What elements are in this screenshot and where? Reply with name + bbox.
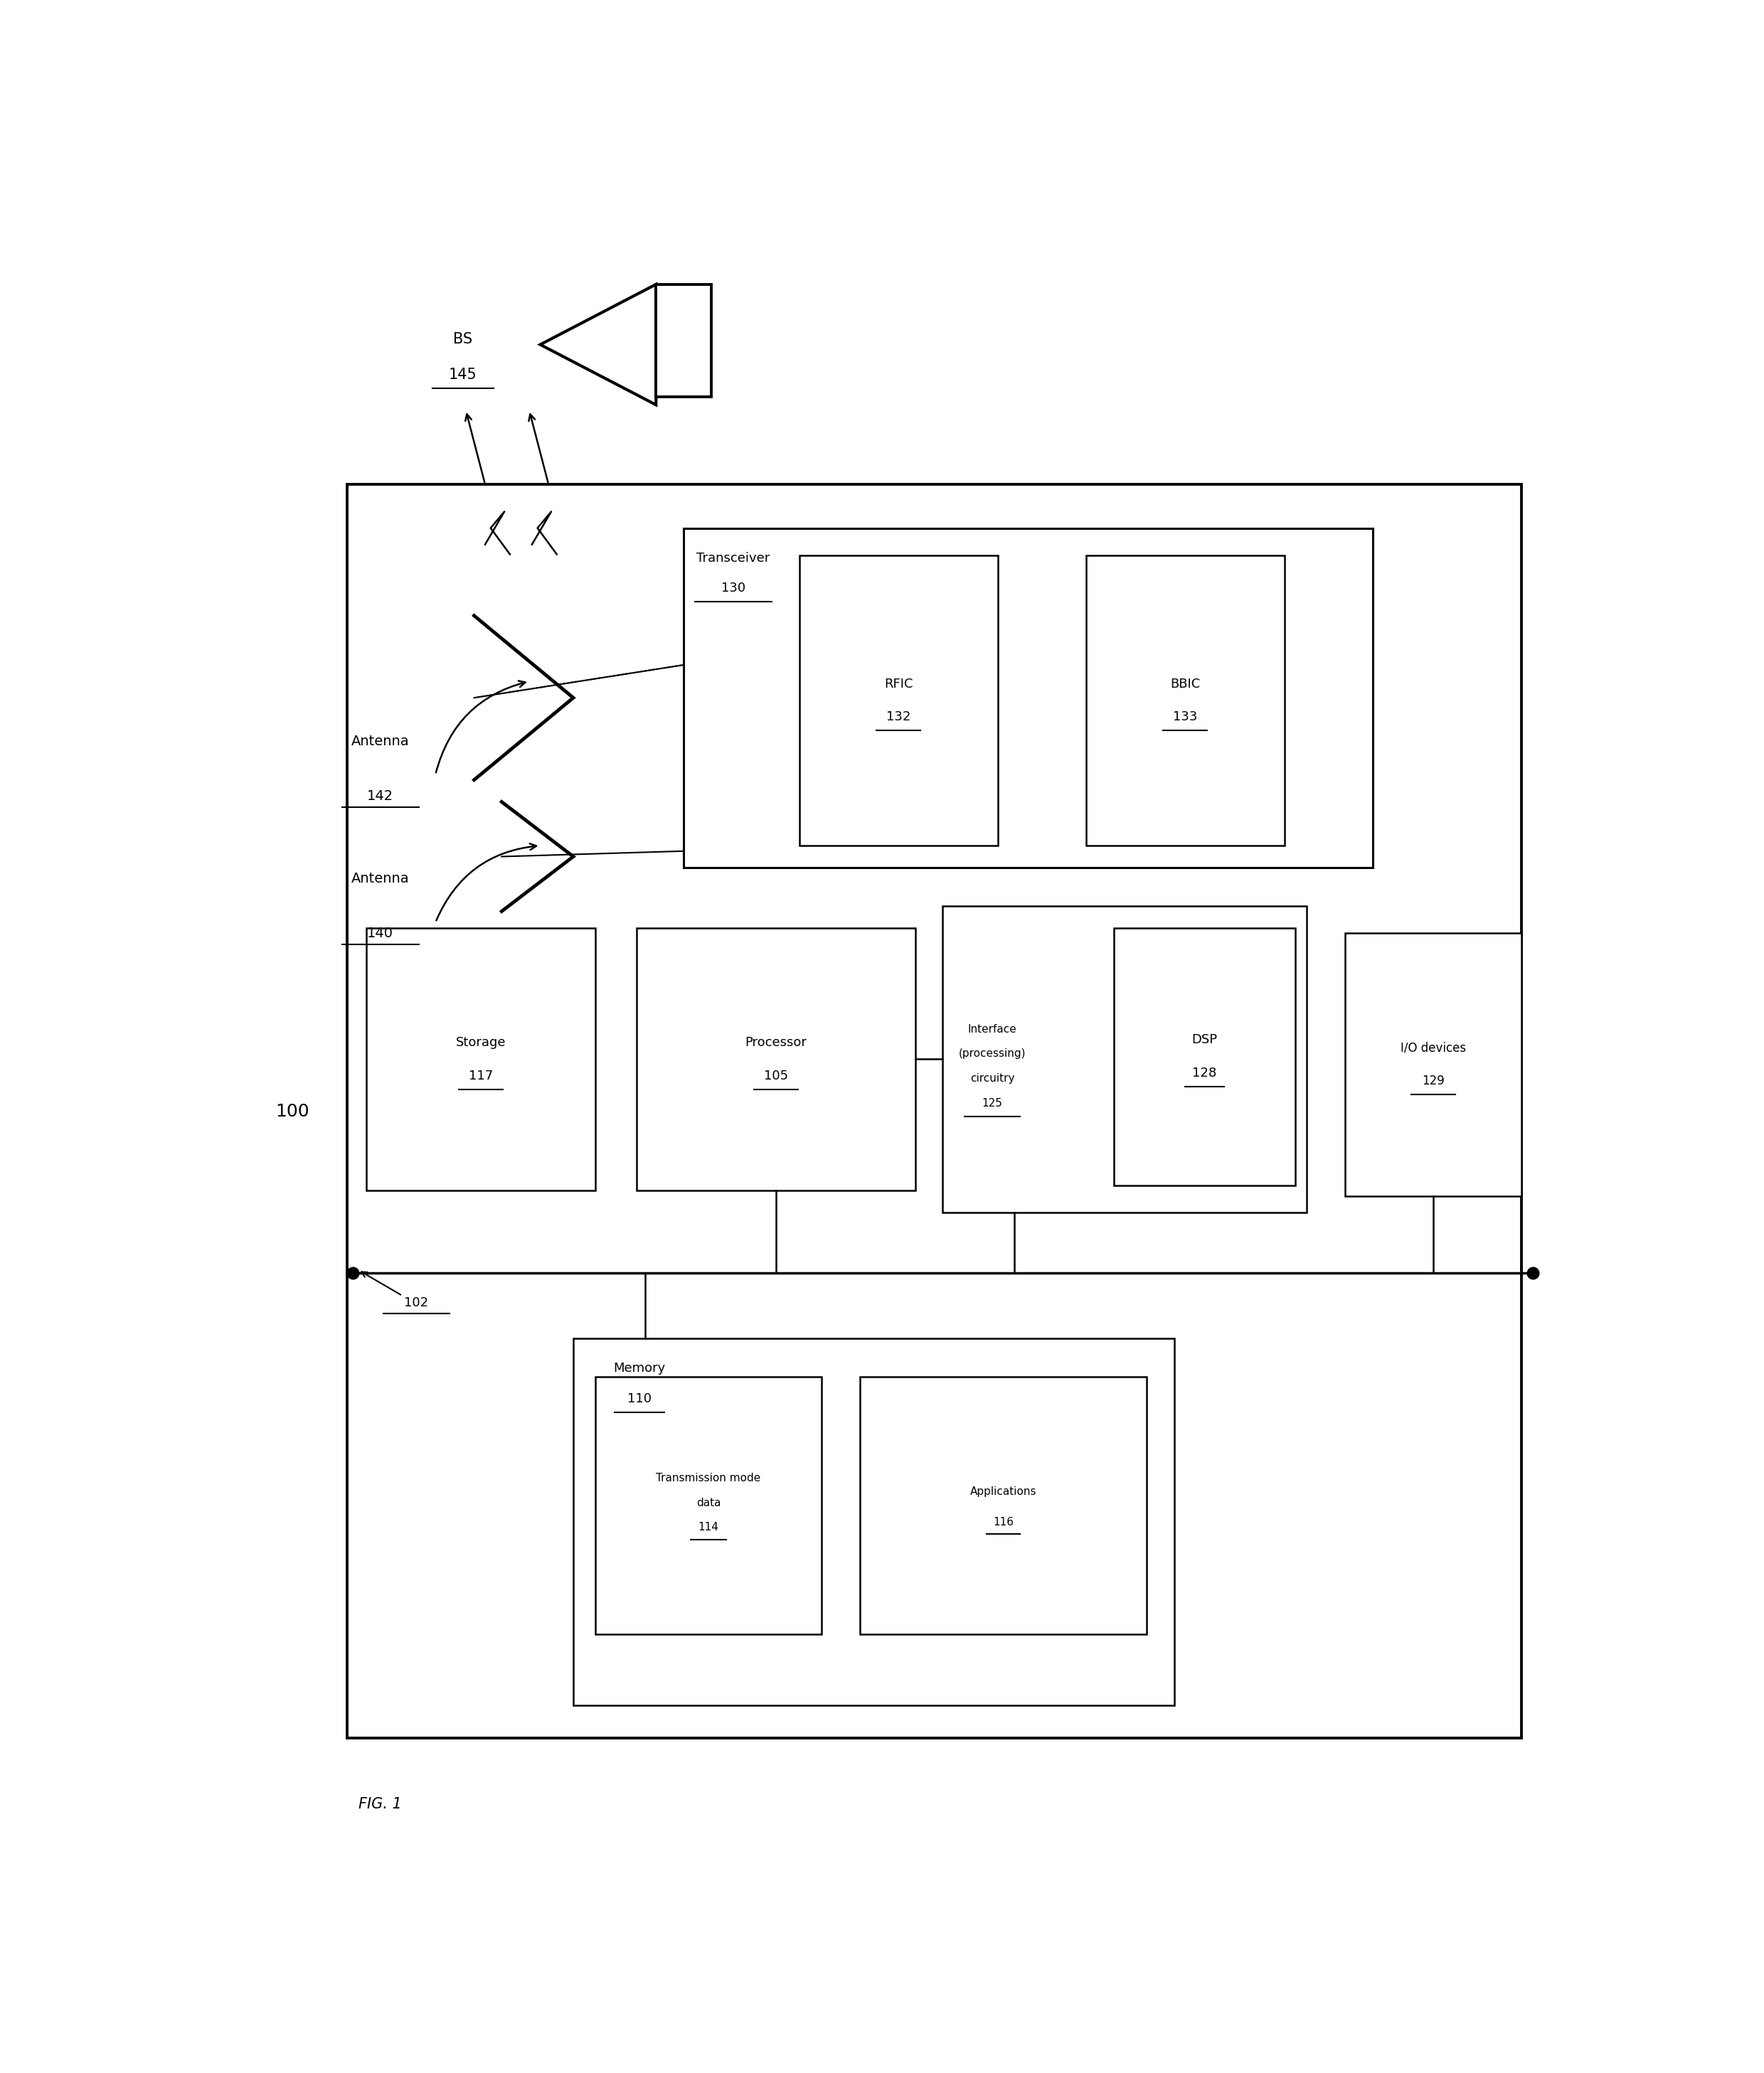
Text: 105: 105 <box>764 1070 789 1082</box>
Text: Processor: Processor <box>744 1036 806 1049</box>
Text: RFIC: RFIC <box>884 678 914 690</box>
Text: 110: 110 <box>628 1393 651 1405</box>
Text: I/O devices: I/O devices <box>1401 1043 1466 1055</box>
Text: data: data <box>697 1497 721 1507</box>
Text: 102: 102 <box>404 1296 429 1310</box>
Bar <box>367 929 596 1190</box>
Text: Applications: Applications <box>970 1486 1037 1497</box>
Text: 130: 130 <box>721 583 746 595</box>
Text: FIG. 1: FIG. 1 <box>358 1797 402 1812</box>
Text: 116: 116 <box>993 1517 1014 1528</box>
Bar <box>1344 933 1521 1196</box>
Text: Storage: Storage <box>455 1036 506 1049</box>
Bar <box>348 485 1521 1737</box>
Text: Transmission mode: Transmission mode <box>656 1472 760 1484</box>
Text: circuitry: circuitry <box>970 1074 1014 1084</box>
Text: 132: 132 <box>886 711 910 723</box>
Bar <box>1113 929 1295 1186</box>
Text: 125: 125 <box>983 1099 1002 1109</box>
Text: (processing): (processing) <box>958 1049 1027 1059</box>
Bar <box>573 1339 1175 1706</box>
Text: BS: BS <box>453 332 473 346</box>
Text: 140: 140 <box>367 927 393 939</box>
Text: Antenna: Antenna <box>351 734 409 748</box>
Text: 100: 100 <box>275 1103 309 1119</box>
Bar <box>861 1376 1147 1634</box>
Bar <box>799 556 998 846</box>
Text: 129: 129 <box>1422 1074 1445 1088</box>
Text: 128: 128 <box>1192 1066 1217 1080</box>
Text: Transceiver: Transceiver <box>697 551 769 564</box>
Text: 114: 114 <box>699 1522 718 1532</box>
Bar <box>942 906 1307 1213</box>
Bar <box>656 284 711 396</box>
Text: Antenna: Antenna <box>351 873 409 885</box>
Text: 133: 133 <box>1173 711 1198 723</box>
Text: BBIC: BBIC <box>1170 678 1200 690</box>
Bar <box>637 929 916 1190</box>
Bar <box>684 529 1372 867</box>
Bar <box>596 1376 822 1634</box>
Text: Interface: Interface <box>968 1024 1016 1034</box>
Text: 145: 145 <box>448 367 478 381</box>
Text: Memory: Memory <box>614 1362 665 1374</box>
Text: 117: 117 <box>469 1070 494 1082</box>
Bar <box>1087 556 1284 846</box>
Text: DSP: DSP <box>1192 1034 1217 1047</box>
Text: 142: 142 <box>367 790 393 802</box>
